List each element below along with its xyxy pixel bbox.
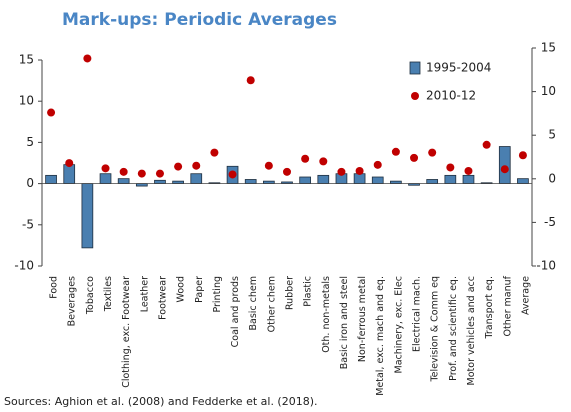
dot bbox=[210, 148, 219, 157]
x-tick-label: Transport eq. bbox=[484, 276, 495, 340]
dot bbox=[319, 157, 328, 166]
dot bbox=[47, 108, 56, 117]
x-tick-label: Basic chem bbox=[248, 276, 259, 331]
dot bbox=[246, 76, 255, 85]
x-tick-label: Prof. and scientific eq. bbox=[448, 276, 459, 381]
x-tick-label: Paper bbox=[194, 276, 205, 303]
dot bbox=[446, 163, 455, 172]
x-tick-label: Rubber bbox=[285, 276, 296, 310]
x-tick-label: Clothing, exc. Footwear bbox=[121, 276, 132, 388]
legend-label: 1995-2004 bbox=[426, 61, 491, 75]
x-tick-label: Other chem bbox=[266, 276, 277, 332]
y-tick-label: -5 bbox=[22, 217, 34, 231]
x-tick-label: Plastic bbox=[303, 276, 314, 307]
bar bbox=[498, 146, 511, 185]
dot bbox=[428, 148, 437, 157]
bar bbox=[154, 179, 166, 185]
x-tick-label: Beverages bbox=[67, 276, 78, 326]
bar bbox=[117, 178, 130, 185]
dot bbox=[283, 167, 291, 176]
x-tick-label: Coal and prods bbox=[230, 276, 241, 347]
bar bbox=[63, 164, 76, 184]
y2-tick-label: -5 bbox=[544, 215, 556, 229]
dot bbox=[83, 54, 92, 63]
bar bbox=[517, 178, 529, 185]
bar bbox=[81, 183, 94, 249]
y2-tick-label: 10 bbox=[541, 84, 556, 98]
dot bbox=[410, 153, 419, 162]
x-tick-label: Footwear bbox=[157, 276, 168, 320]
dot bbox=[228, 170, 237, 179]
x-tick-label: Metal, exc. mach and eq. bbox=[375, 276, 386, 396]
legend-label: 2010-12 bbox=[426, 89, 476, 103]
dot bbox=[264, 161, 273, 170]
bar bbox=[190, 173, 203, 185]
x-tick-label: Other manuf bbox=[502, 275, 513, 336]
x-tick-label: Wood bbox=[176, 276, 187, 303]
dot bbox=[192, 161, 201, 170]
x-tick-label: Non-ferrous metal bbox=[357, 276, 368, 362]
bar bbox=[444, 174, 457, 185]
x-tick-label: Leather bbox=[139, 276, 150, 312]
dot bbox=[518, 151, 527, 160]
y-tick-label: 5 bbox=[26, 135, 34, 149]
x-tick-label: Textiles bbox=[103, 276, 114, 312]
legend-dot bbox=[411, 92, 419, 100]
y2-tick-label: 15 bbox=[541, 41, 556, 55]
dot bbox=[101, 164, 110, 173]
y2-tick-label: -10 bbox=[536, 259, 556, 273]
x-tick-label: Television & Comm eq bbox=[430, 276, 441, 383]
bar bbox=[426, 179, 439, 184]
x-tick-label: Basic iron and steel bbox=[339, 276, 350, 369]
dot bbox=[500, 165, 509, 174]
x-tick-label: Oth. non-metals bbox=[321, 276, 332, 353]
x-tick-label: Electrical mach. bbox=[412, 276, 423, 352]
dot bbox=[137, 169, 146, 178]
x-tick-label: Tobacco bbox=[85, 276, 96, 315]
dot bbox=[391, 147, 400, 156]
y2-tick-label: 0 bbox=[548, 171, 556, 185]
bar bbox=[244, 179, 257, 184]
dot bbox=[373, 160, 382, 169]
dot bbox=[464, 166, 473, 175]
bar bbox=[299, 176, 311, 184]
y2-tick-label: 5 bbox=[548, 128, 556, 142]
dot bbox=[355, 166, 364, 175]
bar bbox=[353, 173, 366, 185]
x-tick-label: Motor vehicles and acc bbox=[466, 276, 477, 385]
dot bbox=[482, 140, 491, 149]
x-tick-label: Food bbox=[49, 276, 60, 299]
dot bbox=[337, 167, 346, 176]
legend-swatch bbox=[409, 61, 421, 75]
bar bbox=[462, 174, 475, 185]
dot bbox=[174, 162, 183, 171]
y-tick-label: 15 bbox=[19, 53, 34, 67]
bar bbox=[317, 174, 330, 185]
bar bbox=[45, 174, 57, 185]
dot bbox=[119, 167, 128, 176]
y-tick-label: 0 bbox=[26, 176, 34, 190]
chart-title: Mark-ups: Periodic Averages bbox=[62, 10, 337, 30]
x-tick-label: Machinery, exc. Elec bbox=[393, 276, 404, 373]
bar bbox=[371, 176, 384, 184]
y-tick-label: 10 bbox=[19, 94, 34, 108]
dot bbox=[301, 154, 310, 163]
bar bbox=[99, 173, 112, 185]
dot bbox=[65, 159, 74, 168]
x-tick-label: Printing bbox=[212, 276, 223, 313]
dot bbox=[155, 169, 164, 178]
source-note: Sources: Aghion et al. (2008) and Fedder… bbox=[4, 395, 318, 408]
y-tick-label: -10 bbox=[14, 259, 34, 273]
x-tick-label: Average bbox=[520, 276, 531, 315]
